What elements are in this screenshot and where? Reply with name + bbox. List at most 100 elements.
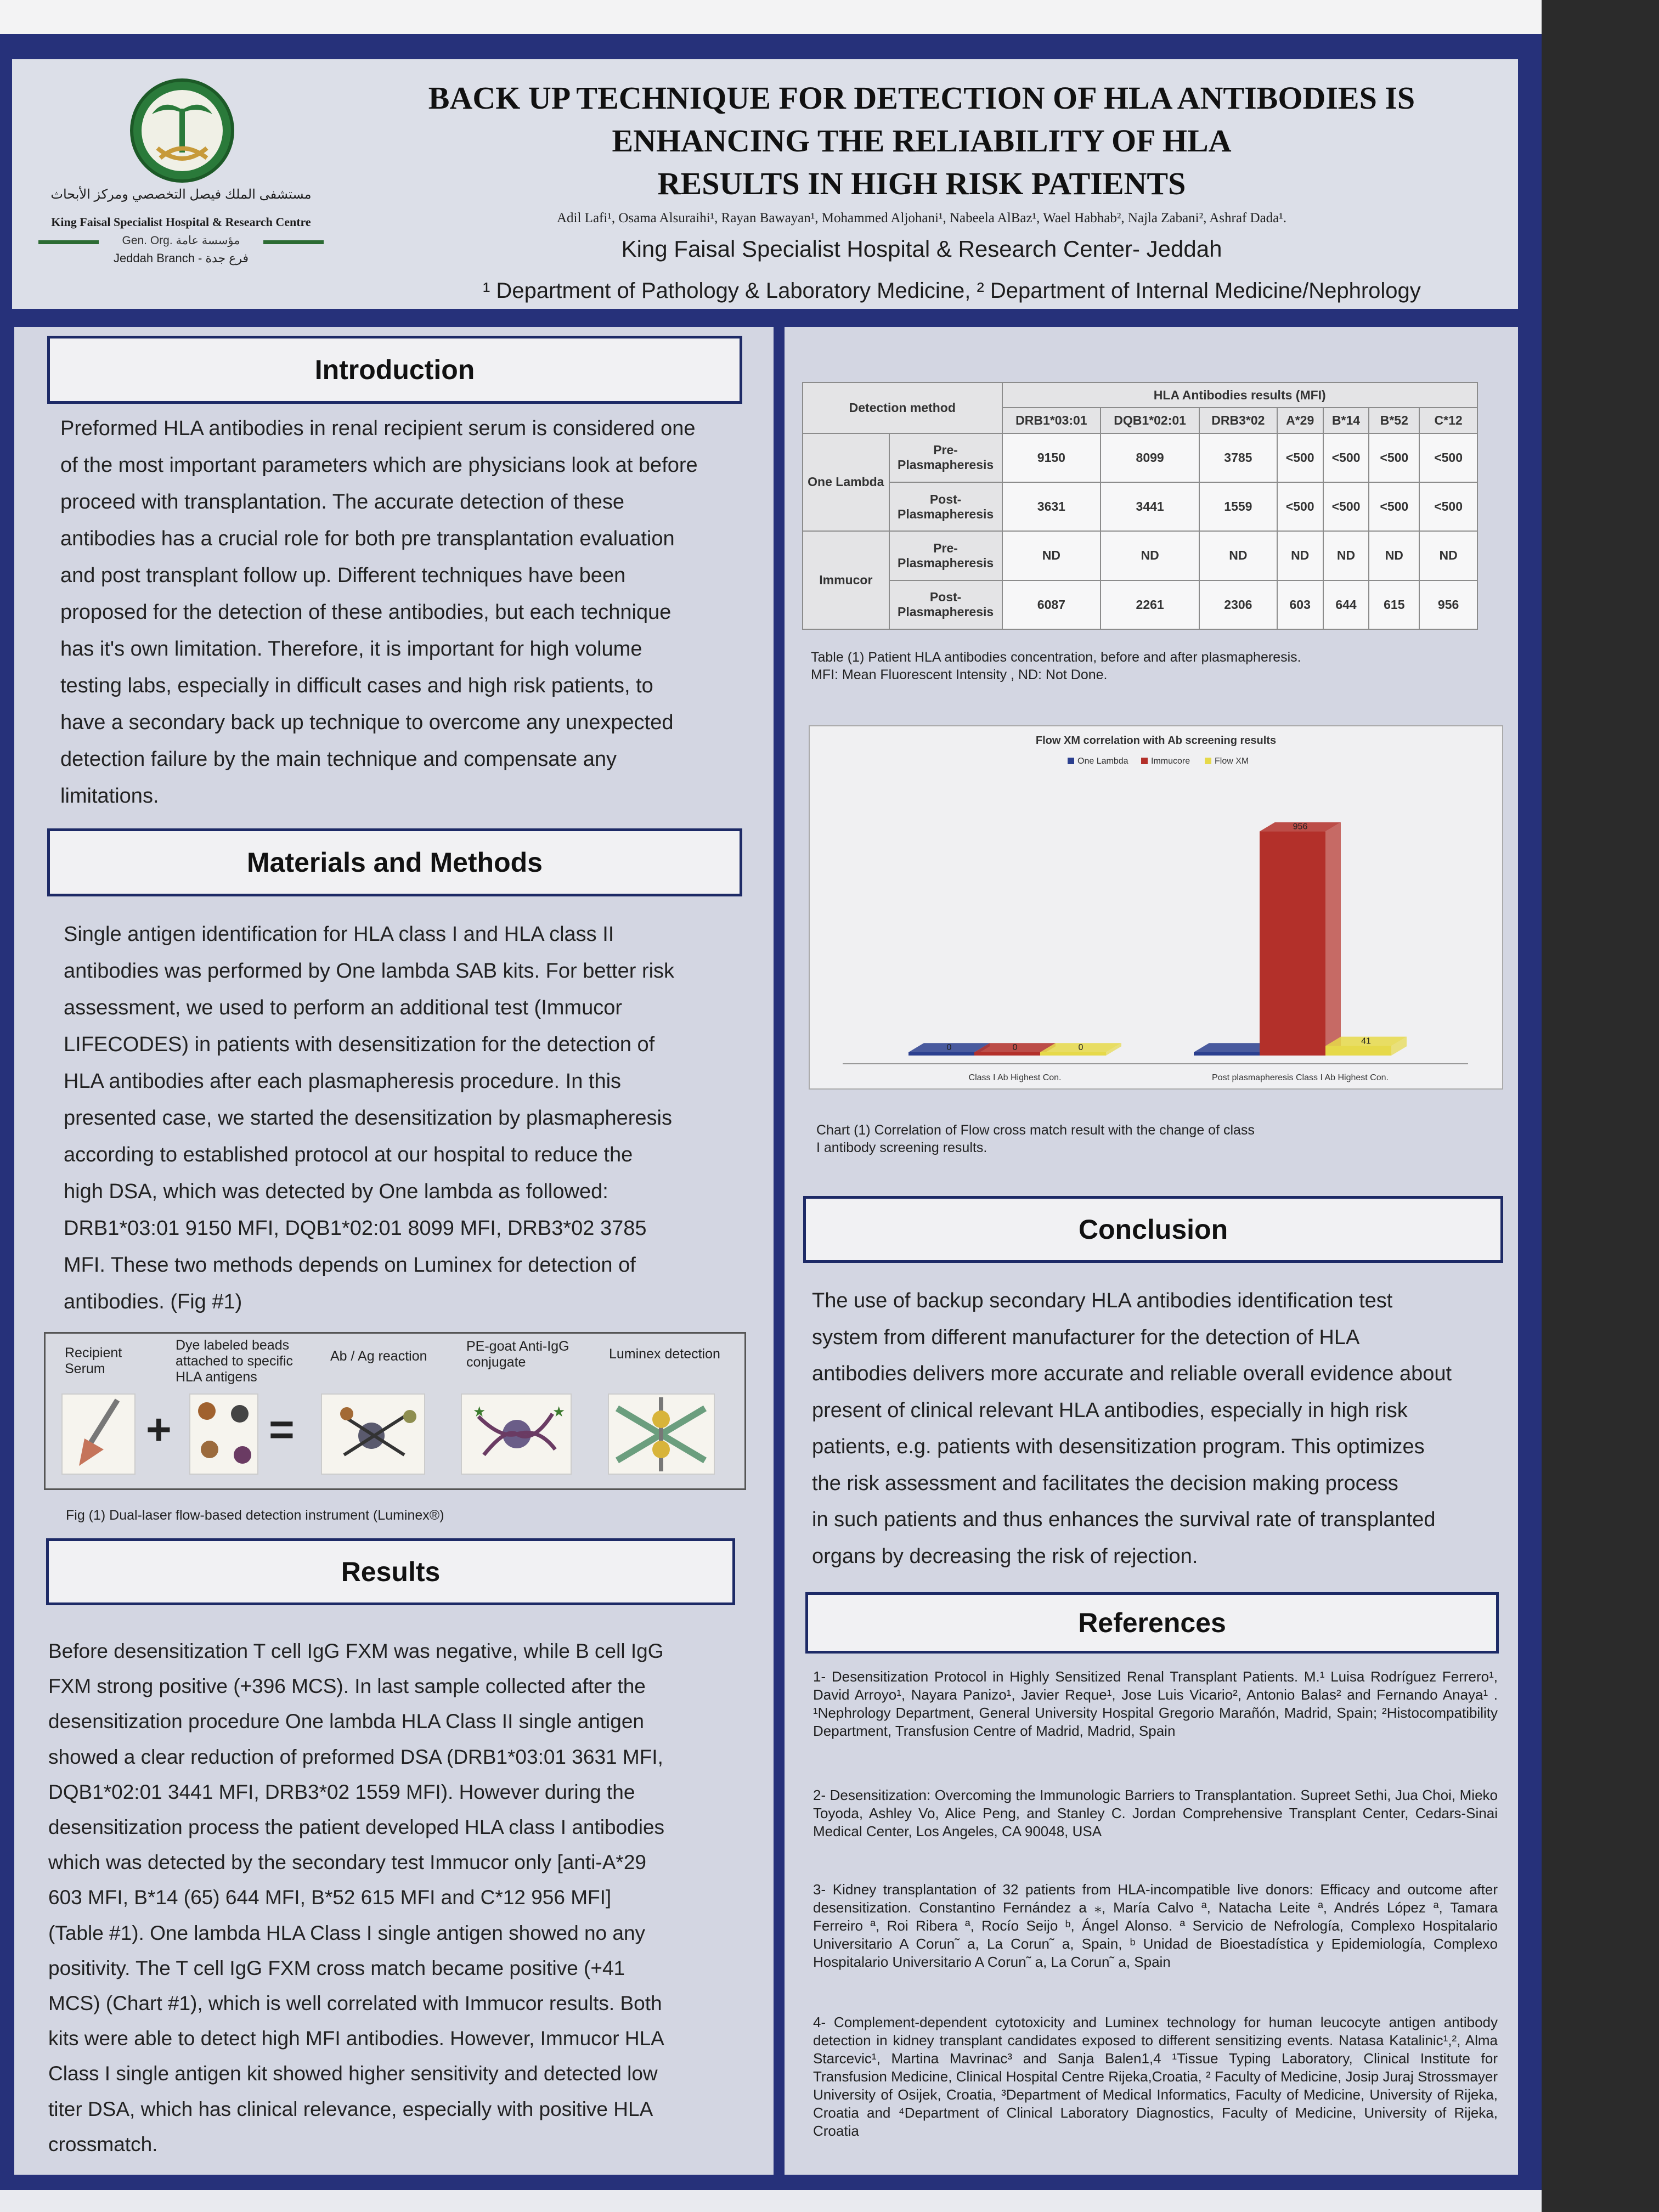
bar-data-label: 0 <box>1079 1043 1084 1052</box>
legend-swatch <box>1068 758 1074 764</box>
bar-data-label: 41 <box>1361 1036 1371 1046</box>
table-cell: 6087 <box>1001 579 1102 630</box>
ab-ag-reaction-icon <box>321 1393 425 1475</box>
text-line: antibodies has a crucial role for both p… <box>60 527 675 550</box>
text-line: MCS) (Chart #1), which is well correlate… <box>48 1992 662 2015</box>
text-line: testing labs, especially in difficult ca… <box>60 674 653 697</box>
table-row: One Lambda Pre-Plasmapheresis 9150 8099 … <box>802 432 1478 532</box>
text-line: presented case, we started the desensiti… <box>64 1107 672 1130</box>
table-cell: 2306 <box>1199 579 1278 630</box>
bar-side <box>1391 1036 1407 1056</box>
table-cell: ND <box>1419 531 1478 581</box>
logo-divider-right <box>263 240 324 244</box>
text-line: FXM strong positive (+396 MCS). In last … <box>48 1675 646 1698</box>
bar-side <box>1106 1043 1121 1056</box>
table-cell: ND <box>1276 531 1324 581</box>
text-line: high DSA, which was detected by One lamb… <box>64 1180 608 1203</box>
serum-pipette-icon <box>61 1393 136 1475</box>
bar-data-label: 956 <box>1293 822 1308 832</box>
table-1-caption: Table (1) Patient HLA antibodies concent… <box>811 648 1469 684</box>
table-cell: <500 <box>1419 481 1478 532</box>
text-line: 603 MFI, B*14 (65) 644 MFI, B*52 615 MFI… <box>48 1886 612 1909</box>
bar <box>1194 1052 1260 1056</box>
text-line: LIFECODES) in patients with desensitizat… <box>64 1033 655 1056</box>
table-cell: <500 <box>1419 432 1478 483</box>
text-line: crossmatch. <box>48 2132 158 2155</box>
text-line: the risk assessment and facilitates the … <box>812 1471 1398 1495</box>
table-column-header: C*12 <box>1419 407 1478 434</box>
references-heading: References <box>805 1592 1499 1654</box>
chart-legend: One Lambda Immucore Flow XM <box>1068 757 1249 766</box>
table-cell: <500 <box>1322 481 1370 532</box>
table-cell: 3441 <box>1100 481 1200 532</box>
text-line: proposed for the detection of these anti… <box>60 601 672 624</box>
table-group-immucor: Immucor <box>802 531 890 630</box>
bar-side <box>1325 822 1341 1056</box>
results-text: Before desensitization T cell IgG FXM wa… <box>48 1634 729 2162</box>
text-line: present of clinical relevant HLA antibod… <box>812 1398 1408 1422</box>
legend-label: Flow XM <box>1215 757 1249 766</box>
table-row: Post-Plasmapheresis 6087 2261 2306 603 6… <box>803 579 1478 630</box>
conclusion-heading: Conclusion <box>803 1196 1503 1263</box>
left-column <box>14 327 774 2175</box>
table-row: Immucor Pre-Plasmapheresis ND ND ND ND N… <box>802 531 1478 630</box>
pe-conjugate-icon: ★ ★ <box>461 1393 572 1475</box>
legend-swatch <box>1205 758 1211 764</box>
text-line: showed a clear reduction of preformed DS… <box>48 1745 663 1768</box>
chart-bars: 0 0 0 956 41 <box>909 822 1407 1056</box>
svg-text:★: ★ <box>473 1403 486 1420</box>
institution: King Faisal Specialist Hospital & Resear… <box>621 236 1222 262</box>
methods-heading: Materials and Methods <box>47 828 742 896</box>
legend-label: Immucore <box>1151 757 1190 766</box>
svg-text:★: ★ <box>552 1403 565 1420</box>
table-column-header: B*14 <box>1322 407 1370 434</box>
methods-text: Single antigen identification for HLA cl… <box>64 916 736 1321</box>
text-line: HLA antibodies after each plasmapheresis… <box>64 1070 622 1093</box>
hla-results-table: Detection method HLA Antibodies results … <box>802 381 1479 630</box>
x-tick-label: Class I Ab Highest Con. <box>969 1073 1062 1082</box>
text-line: (Table #1). One lambda HLA Class I singl… <box>48 1921 646 1944</box>
title-line: RESULTS IN HIGH RISK PATIENTS <box>657 166 1186 201</box>
bar-data-label: 0 <box>947 1043 952 1052</box>
text-line: of the most important parameters which a… <box>60 454 698 477</box>
table-cell: <500 <box>1368 481 1420 532</box>
reference-item: 3- Kidney transplantation of 32 patients… <box>813 1881 1498 1970</box>
text-line: DQB1*02:01 3441 MFI, DRB3*02 1559 MFI). … <box>48 1780 635 1803</box>
fig-label-ab-ag-reaction: Ab / Ag reaction <box>330 1348 427 1364</box>
reference-item: 4- Complement-dependent cytotoxicity and… <box>813 2014 1498 2139</box>
bar-top <box>1194 1043 1275 1052</box>
title-line: BACK UP TECHNIQUE FOR DETECTION OF HLA A… <box>428 80 1415 116</box>
table-row-label: Post-Plasmapheresis <box>888 579 1003 630</box>
logo-divider-left <box>38 240 99 244</box>
table-row-label: Post-Plasmapheresis <box>888 481 1003 532</box>
text-line: titer DSA, which has clinical relevance,… <box>48 2097 653 2120</box>
table-method-header: Detection method <box>802 382 1003 434</box>
authors: Adil Lafi¹, Osama Alsuraihi¹, Rayan Bawa… <box>556 211 1287 225</box>
dye-beads-icon <box>189 1393 258 1475</box>
chart-1-caption: Chart (1) Correlation of Flow cross matc… <box>816 1121 1475 1156</box>
figure-1-caption: Fig (1) Dual-laser flow-based detection … <box>66 1508 444 1523</box>
text-line: assessment, we used to perform an additi… <box>64 996 623 1019</box>
bar-top <box>1260 822 1341 832</box>
caption-line: Table (1) Patient HLA antibodies concent… <box>811 650 1301 665</box>
conclusion-text: The use of backup secondary HLA antibodi… <box>812 1283 1498 1575</box>
caption-line: Chart (1) Correlation of Flow cross matc… <box>816 1122 1255 1138</box>
title-line: ENHANCING THE RELIABILITY OF HLA <box>612 123 1232 159</box>
caption-line: I antibody screening results. <box>816 1140 988 1155</box>
table-cell: ND <box>1100 531 1200 581</box>
text-line: system from different manufacturer for t… <box>812 1325 1360 1349</box>
text-line: according to established protocol at our… <box>64 1143 633 1166</box>
poster-top-margin <box>0 0 1542 34</box>
table-cell: 956 <box>1419 579 1478 630</box>
text-line: MFI. These two methods depends on Lumine… <box>64 1254 636 1277</box>
text-line: Preformed HLA antibodies in renal recipi… <box>60 417 696 440</box>
table-cell: <500 <box>1276 481 1324 532</box>
table-cell: 3785 <box>1199 432 1278 483</box>
departments: ¹ Department of Pathology & Laboratory M… <box>483 279 1421 303</box>
table-column-header: DQB1*02:01 <box>1100 407 1200 434</box>
bar <box>909 1052 974 1056</box>
text-line: DRB1*03:01 9150 MFI, DQB1*02:01 8099 MFI… <box>64 1217 647 1240</box>
introduction-heading: Introduction <box>47 336 742 404</box>
table-cell: 615 <box>1368 579 1420 630</box>
table-cell: <500 <box>1322 432 1370 483</box>
